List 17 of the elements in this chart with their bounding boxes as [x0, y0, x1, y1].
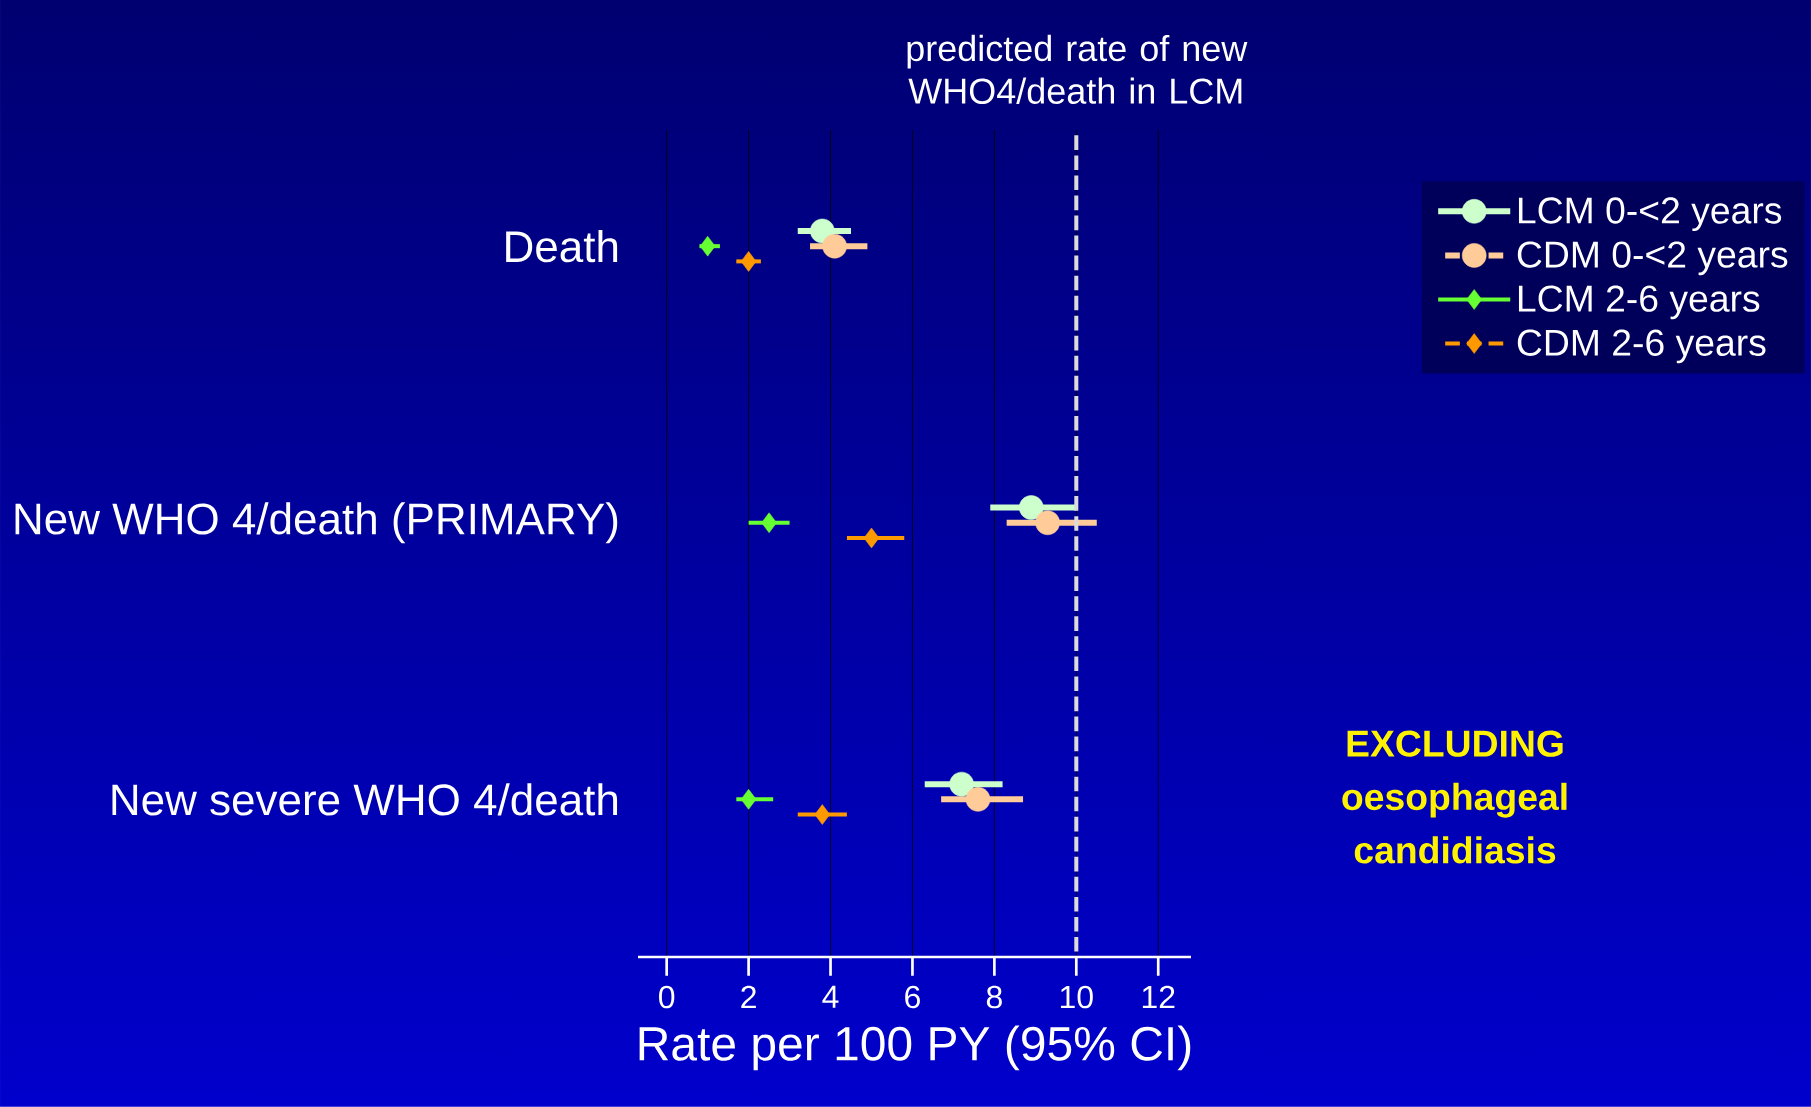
y-tick-label: New severe WHO 4/death — [112, 783, 618, 816]
legend-label: LCM 0-<2 years — [1518, 197, 1782, 232]
x-tick-label: 12 — [1142, 985, 1175, 1009]
x-tick-label: 8 — [986, 985, 1002, 1009]
legend-label: LCM 2-6 years — [1518, 285, 1760, 320]
legend-label: CDM 2-6 years — [1517, 329, 1766, 364]
x-axis-title: Rate per 100 PY (95% CI) — [639, 1025, 1191, 1071]
text: EXCLUDING oesophageal candidiasis — [1342, 730, 1567, 864]
x-tick-label: 4 — [822, 985, 839, 1008]
y-tick-label: New WHO 4/death (PRIMARY) — [15, 502, 618, 544]
y-tick-label: Death — [506, 230, 618, 263]
x-tick-label: 0 — [659, 985, 675, 1009]
x-tick-label: 10 — [1060, 985, 1093, 1009]
x-tick-label: 6 — [905, 985, 920, 1009]
x-tick-label: 2 — [741, 985, 756, 1009]
legend-label: CDM 0-<2 years — [1517, 241, 1788, 276]
ref-line-label: predicted rate of new WHO4/death in LCM — [907, 34, 1248, 104]
